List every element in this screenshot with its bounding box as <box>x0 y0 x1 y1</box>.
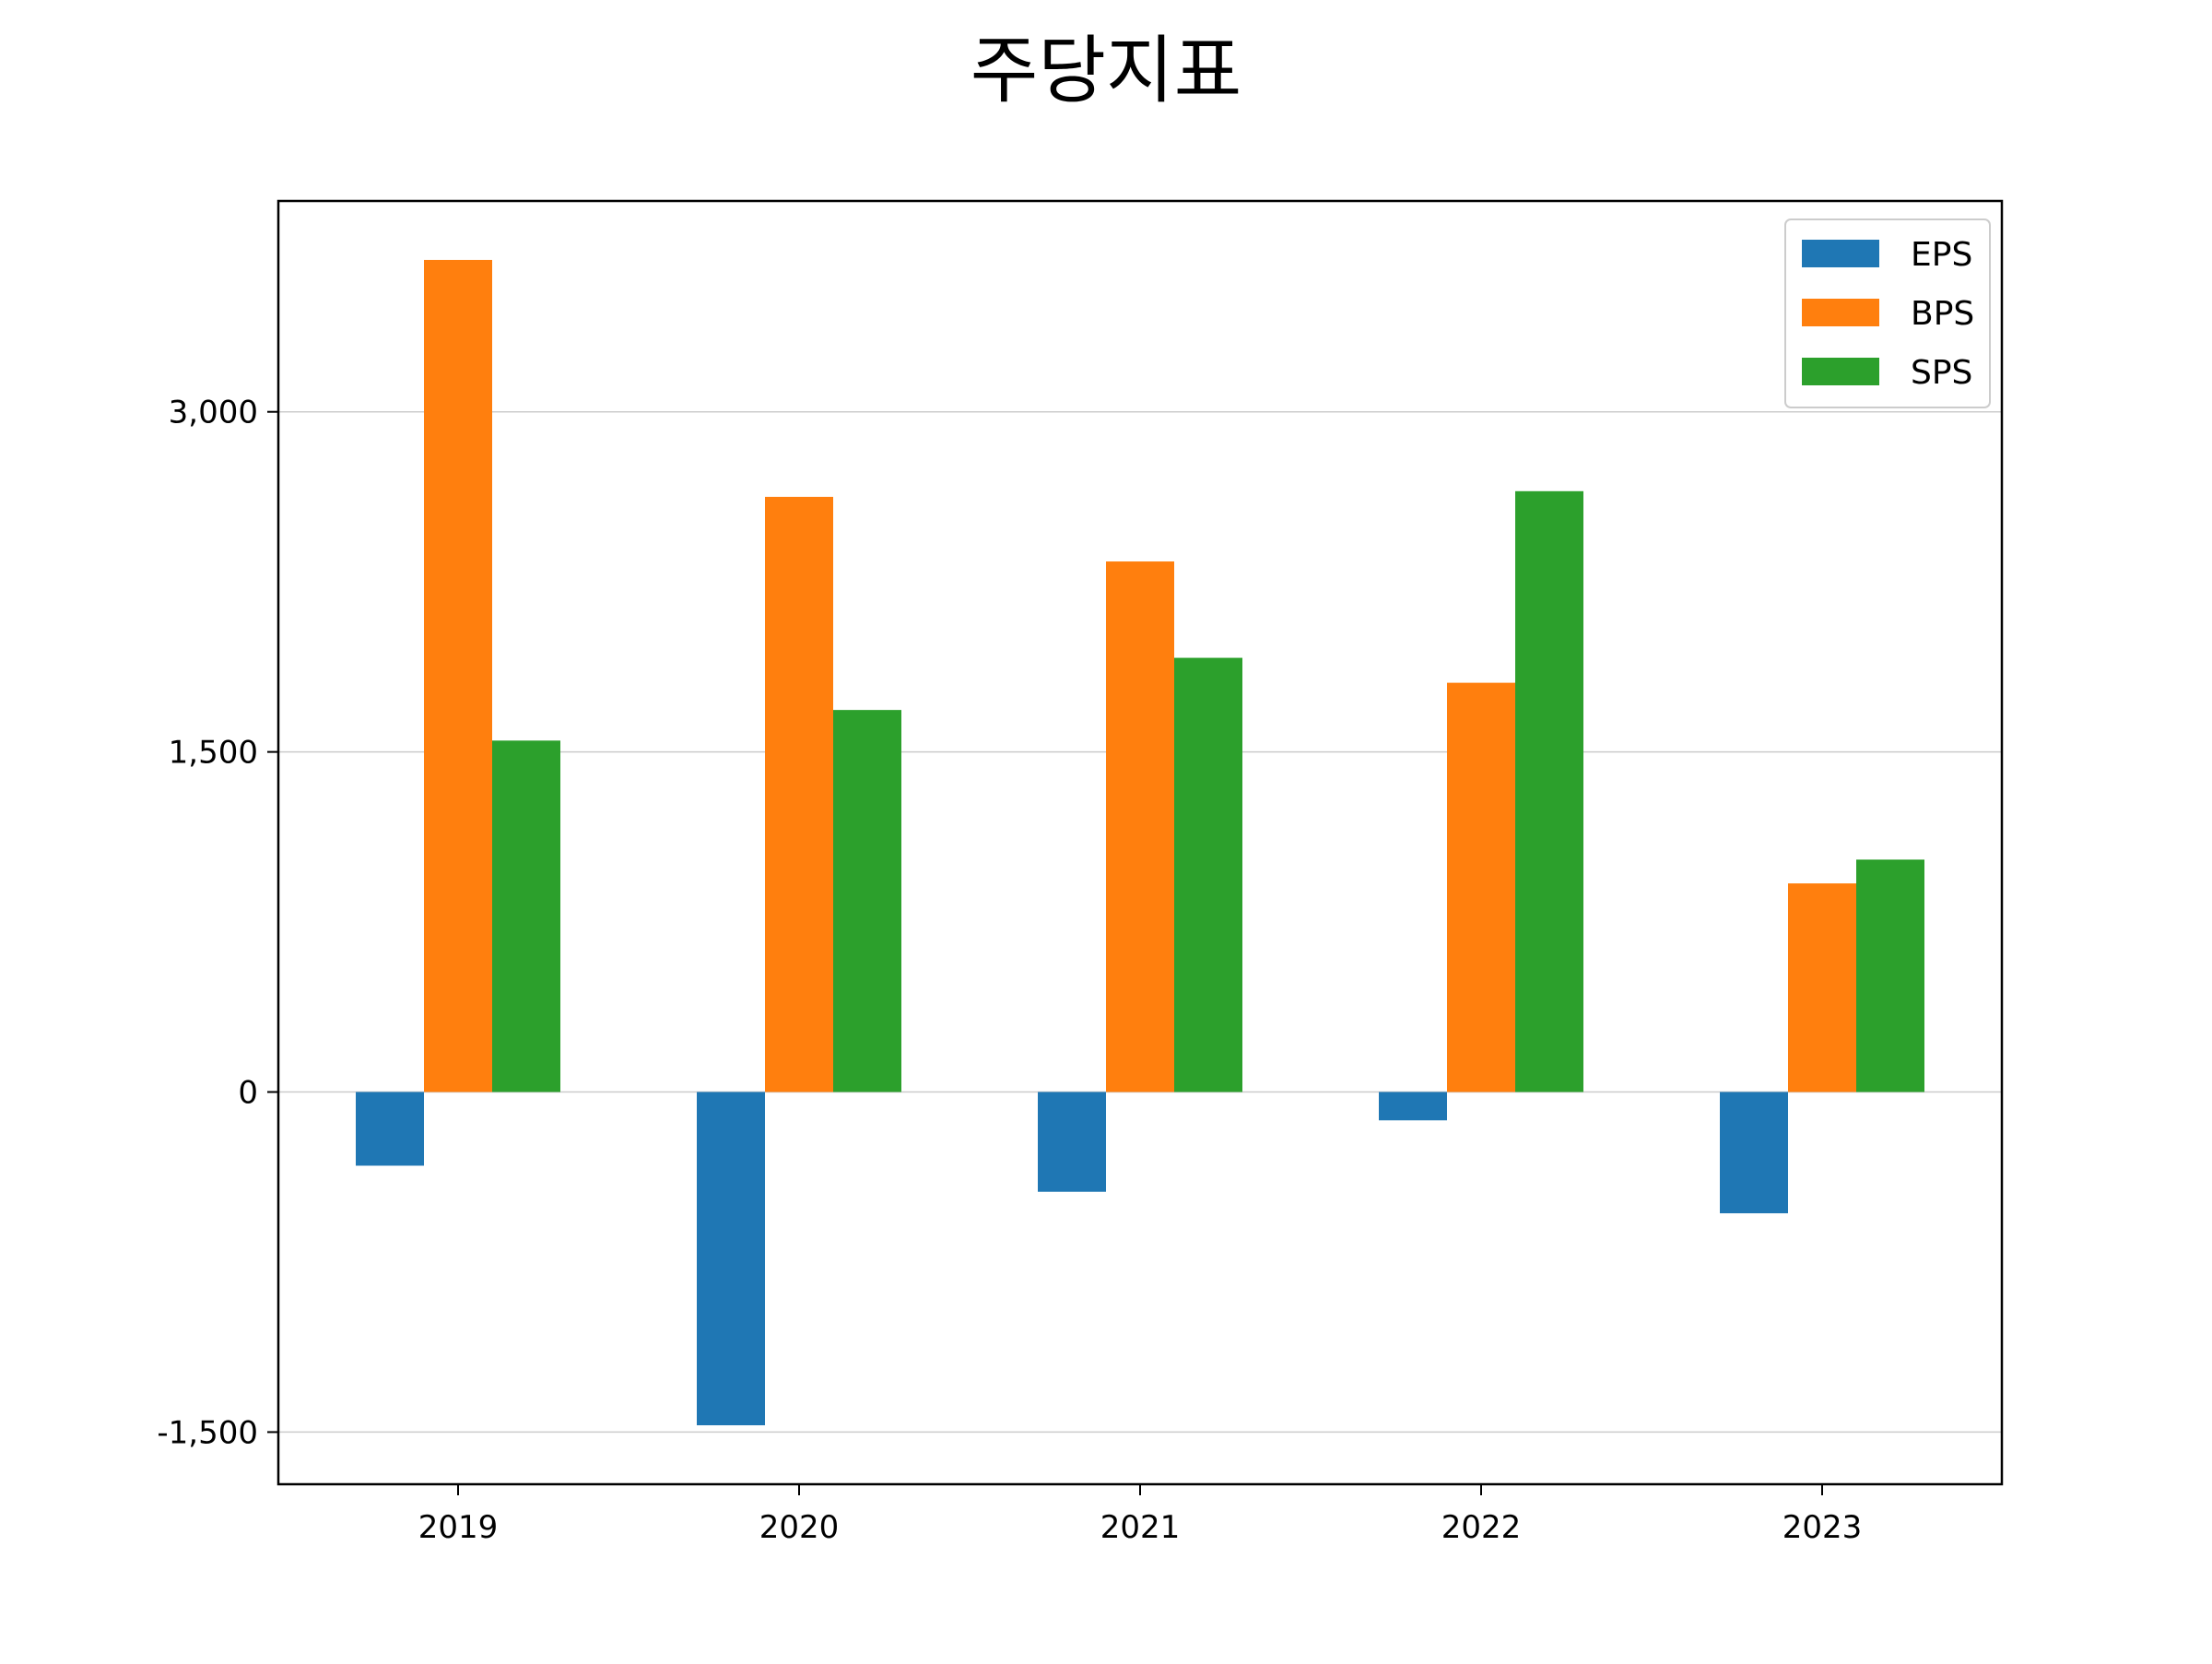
bar-sps-2023 <box>1856 859 1924 1092</box>
legend: EPS BPS SPS <box>1784 218 1991 408</box>
chart-title: 주당지표 <box>970 28 1242 113</box>
bar-eps-2019 <box>356 1092 424 1166</box>
legend-label-bps: BPS <box>1911 295 1974 333</box>
axis-ticks: -1,500 0 1,500 3,000 2019 2020 2021 2022 2023 <box>157 395 1862 1546</box>
bar-bps-2021 <box>1106 561 1174 1092</box>
y-tick-label: 1,500 <box>169 735 258 772</box>
legend-label-sps: SPS <box>1911 354 1972 392</box>
x-tick-label: 2023 <box>1783 1509 1863 1546</box>
bar-sps-2021 <box>1174 657 1242 1092</box>
y-tick-label: 0 <box>238 1075 258 1112</box>
bar-eps-2021 <box>1038 1092 1106 1192</box>
legend-swatch-eps <box>1802 240 1879 267</box>
legend-swatch-bps <box>1802 299 1879 326</box>
legend-label-eps: EPS <box>1911 236 1972 274</box>
bar-sps-2022 <box>1515 490 1583 1092</box>
bar-bps-2022 <box>1447 682 1515 1092</box>
bar-bps-2023 <box>1788 883 1856 1092</box>
bar-eps-2023 <box>1720 1092 1788 1214</box>
bars <box>356 259 1924 1426</box>
legend-swatch-sps <box>1802 358 1879 385</box>
bar-sps-2019 <box>492 740 560 1092</box>
y-tick-label: -1,500 <box>157 1414 258 1451</box>
y-tick-label: 3,000 <box>169 395 258 431</box>
bar-sps-2020 <box>833 710 901 1092</box>
bar-bps-2020 <box>765 496 833 1092</box>
x-tick-label: 2021 <box>1100 1509 1181 1546</box>
x-tick-label: 2022 <box>1441 1509 1522 1546</box>
bar-bps-2019 <box>424 259 492 1092</box>
x-tick-label: 2020 <box>759 1509 840 1546</box>
bar-eps-2022 <box>1379 1092 1447 1121</box>
bar-eps-2020 <box>697 1092 765 1426</box>
x-tick-label: 2019 <box>418 1509 499 1546</box>
